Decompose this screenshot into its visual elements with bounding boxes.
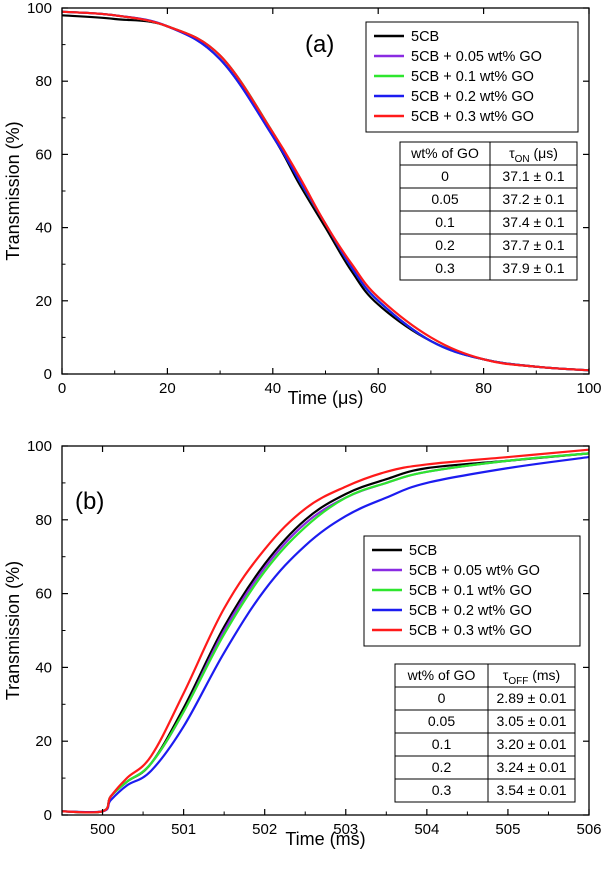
table-cell-tau: 37.9 ± 0.1 [502, 260, 564, 276]
panel-label: (b) [75, 488, 104, 515]
legend-box [365, 21, 579, 133]
tau-unit: (ms) [528, 667, 560, 683]
table-cell-tau: 3.54 ± 0.01 [497, 782, 567, 798]
table-cell-wt: 0.3 [432, 782, 452, 798]
table-cell-wt: 0 [441, 168, 449, 184]
table-cell-wt: 0.1 [432, 736, 452, 752]
tau-symbol: τ [503, 667, 509, 683]
x-tick-label: 80 [475, 380, 492, 397]
y-tick-label: 60 [35, 146, 52, 163]
legend-entry-4: 5CB + 0.2 wt% GO [409, 603, 532, 619]
panel-label: (a) [305, 31, 334, 58]
legend-entry-2: 5CB + 0.05 wt% GO [409, 563, 540, 579]
table-cell-tau: 37.7 ± 0.1 [502, 237, 564, 253]
legend-entry-4: 5CB + 0.2 wt% GO [411, 89, 534, 105]
tau-subscript: OFF [508, 676, 528, 687]
table-cell-wt: 0.05 [428, 713, 455, 729]
y-tick-label: 80 [35, 512, 52, 529]
panel-b: 500 501 502 503 504 505 506 0 20 40 60 80 100 Time (m… [3, 438, 602, 849]
y-axis-title: Transmission (%) [3, 561, 23, 700]
x-tick-label: 505 [495, 821, 520, 838]
data-table: wt% of GO τOFF (ms) 0 2.89 ± 0.01 0.05 3.05 ±… [394, 663, 576, 803]
x-tick-label: 501 [171, 821, 196, 838]
tau-symbol: τ [509, 145, 515, 161]
tau-unit: (μs) [530, 145, 558, 161]
table-cell-tau: 3.20 ± 0.01 [497, 736, 567, 752]
y-tick-label: 100 [27, 0, 52, 17]
legend-entry-5: 5CB + 0.3 wt% GO [409, 623, 532, 639]
x-tick-label: 40 [264, 380, 281, 397]
table-cell-wt: 0 [438, 690, 446, 706]
y-tick-label: 20 [35, 733, 52, 750]
x-tick-label: 506 [576, 821, 601, 838]
y-tick-label: 100 [27, 438, 52, 455]
x-axis-title: Time (ms) [285, 829, 365, 849]
x-tick-label: 60 [370, 380, 387, 397]
legend-entry-1: 5CB [409, 543, 437, 559]
legend-entry-1: 5CB [411, 29, 439, 45]
x-tick-label: 503 [333, 821, 358, 838]
series-group [62, 448, 589, 814]
x-tick-label: 100 [576, 380, 601, 397]
y-tick-label: 20 [35, 293, 52, 310]
y-tick-label: 60 [35, 586, 52, 603]
y-tick-label: 40 [35, 220, 52, 237]
legend-entry-5: 5CB + 0.3 wt% GO [411, 109, 534, 125]
table-cell-tau: 37.4 ± 0.1 [502, 214, 564, 230]
data-table: wt% of GO τON (μs) 0 37.1 ± 0.1 0.05 37.2 ± 0… [399, 141, 578, 281]
panel-a: 0 20 40 60 80 100 0 20 40 60 80 100 Time (μs) Transmi… [3, 0, 602, 408]
x-axis-title: Time (μs) [288, 388, 364, 408]
tau-subscript: ON [515, 154, 530, 165]
series-group [62, 10, 589, 372]
table-cell-tau: 37.2 ± 0.1 [502, 191, 564, 207]
x-tick-label: 20 [159, 380, 176, 397]
table-cell-wt: 0.2 [432, 759, 452, 775]
table-cell-tau: 2.89 ± 0.01 [497, 690, 567, 706]
table-cell-wt: 0.05 [431, 191, 458, 207]
y-tick-label: 40 [35, 659, 52, 676]
x-tick-label: 500 [90, 821, 115, 838]
y-tick-label: 0 [44, 807, 52, 824]
table-header-tau: τON (μs) [509, 145, 558, 165]
series-line-5 [62, 448, 589, 814]
table-cell-tau: 3.24 ± 0.01 [497, 759, 567, 775]
table-cell-wt: 0.2 [435, 237, 455, 253]
x-tick-label: 0 [58, 380, 66, 397]
table-cell-wt: 0.3 [435, 260, 455, 276]
legend-entry-3: 5CB + 0.1 wt% GO [409, 583, 532, 599]
y-tick-label: 80 [35, 73, 52, 90]
series-line-5 [62, 10, 589, 372]
table-cell-tau: 37.1 ± 0.1 [502, 168, 564, 184]
table-header-wt: wt% of GO [407, 667, 476, 683]
table-header-wt: wt% of GO [410, 145, 479, 161]
table-cell-wt: 0.1 [435, 214, 455, 230]
y-axis-title: Transmission (%) [3, 121, 23, 260]
x-tick-label: 504 [414, 821, 439, 838]
legend-entry-2: 5CB + 0.05 wt% GO [411, 49, 542, 65]
x-tick-label: 502 [252, 821, 277, 838]
table-header-tau: τOFF (ms) [503, 667, 560, 687]
y-tick-label: 0 [44, 366, 52, 383]
table-cell-tau: 3.05 ± 0.01 [497, 713, 567, 729]
series-line-4 [62, 455, 589, 814]
legend-entry-3: 5CB + 0.1 wt% GO [411, 69, 534, 85]
